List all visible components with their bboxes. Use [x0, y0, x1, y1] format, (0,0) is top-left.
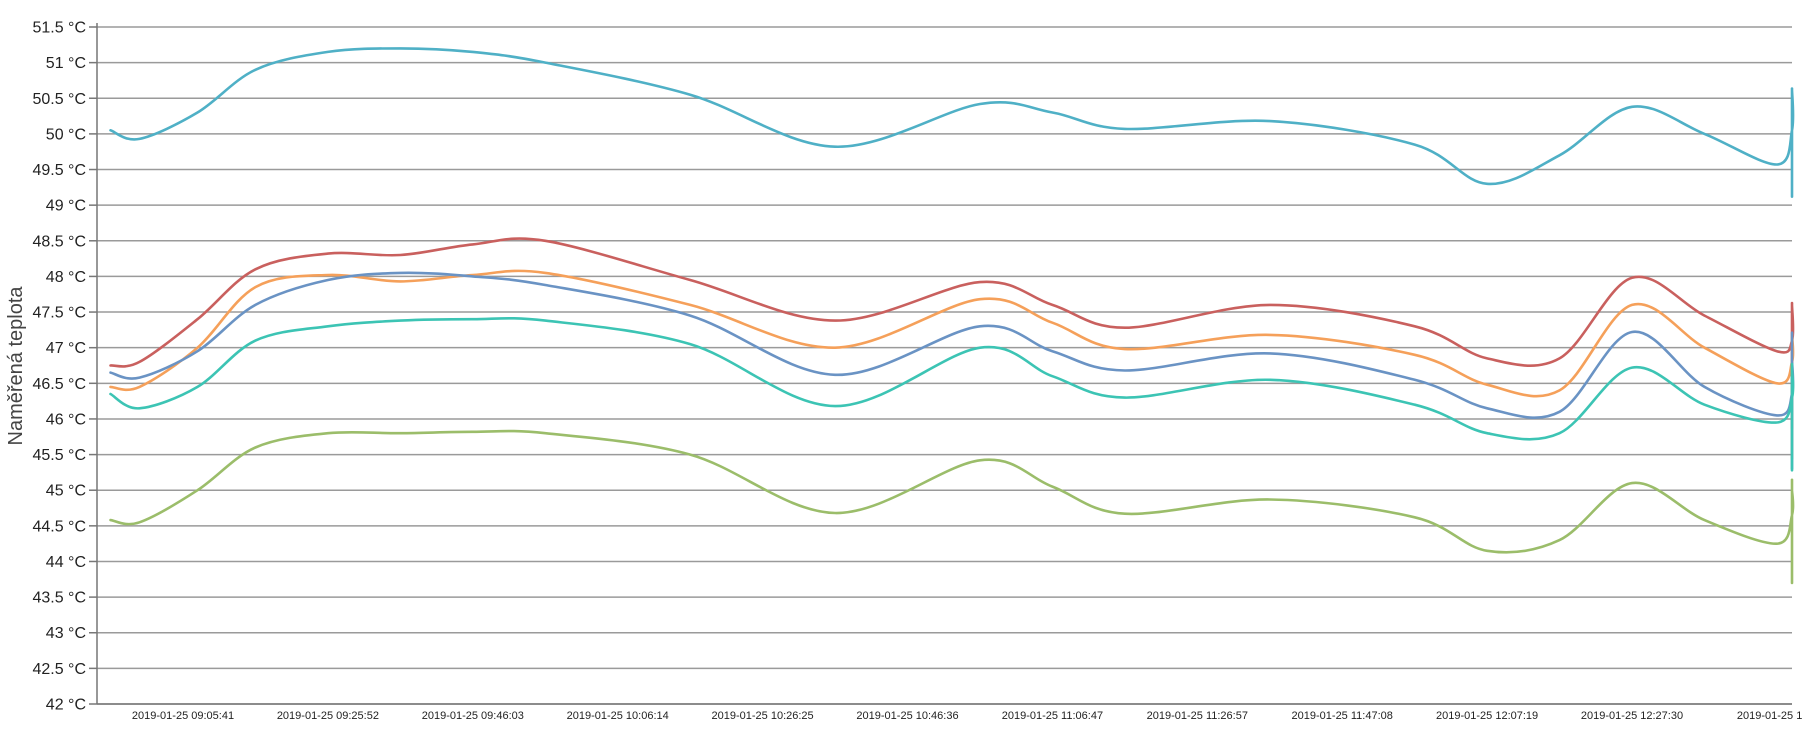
y-tick-label: 42.5 °C: [32, 661, 86, 678]
y-tick-label: 49 °C: [46, 198, 86, 215]
series-line-1: [109, 47, 1795, 198]
y-axis-label: Naměřená teplota: [5, 286, 27, 446]
series-line-4: [109, 271, 1795, 471]
y-tick-label: 45 °C: [46, 483, 86, 500]
grid-lines: [89, 26, 1792, 705]
y-tick-label: 48 °C: [46, 269, 86, 286]
y-tick-label: 44.5 °C: [32, 518, 86, 535]
y-tick-label: 45.5 °C: [32, 447, 86, 464]
x-tick-label: 2019-01-25 09:25:52: [277, 710, 379, 722]
x-tick-label: 2019-01-25 10:46:36: [856, 710, 958, 722]
x-tick-label: 2019-01-25 10:06:14: [567, 710, 669, 722]
x-tick-label: 2019-01-25 12:4: [1737, 710, 1802, 722]
series-lines: [109, 47, 1795, 585]
y-tick-label: 50.5 °C: [32, 91, 86, 108]
series-line-2: [109, 237, 1795, 430]
y-tick-label: 46 °C: [46, 411, 86, 428]
series-line-5: [109, 316, 1795, 472]
y-tick-labels: 42 °C 42.5 °C 43 °C 43.5 °C 44 °C 44.5 °C 45 °…: [32, 20, 86, 714]
y-tick-label: 46.5 °C: [32, 376, 86, 393]
x-tick-label: 2019-01-25 12:27:30: [1581, 710, 1683, 722]
y-tick-label: 47 °C: [46, 340, 86, 357]
x-tick-label: 2019-01-25 11:47:08: [1292, 710, 1393, 722]
y-tick-label: 44 °C: [46, 554, 86, 571]
x-tick-label: 2019-01-25 12:07:19: [1436, 710, 1538, 722]
x-tick-label: 2019-01-25 09:46:03: [422, 710, 524, 722]
x-tick-label: 2019-01-25 11:06:47: [1002, 710, 1103, 722]
x-tick-label: 2019-01-25 09:05:41: [132, 710, 234, 722]
y-tick-label: 43 °C: [46, 625, 86, 642]
y-tick-label: 51 °C: [46, 55, 86, 72]
y-tick-label: 50 °C: [46, 126, 86, 143]
axes: [96, 23, 1792, 705]
y-tick-label: 43.5 °C: [32, 590, 86, 607]
x-tick-label: 2019-01-25 11:26:57: [1147, 710, 1248, 722]
x-tick-labels: 2019-01-25 09:05:41 2019-01-25 09:25:52 20…: [132, 710, 1802, 722]
y-tick-label: 48.5 °C: [32, 233, 86, 250]
y-tick-label: 47.5 °C: [32, 305, 86, 322]
y-tick-label: 51.5 °C: [32, 20, 86, 37]
x-tick-label: 2019-01-25 10:26:25: [712, 710, 814, 722]
series-line-6: [109, 429, 1795, 585]
y-tick-label: 42 °C: [46, 697, 86, 714]
y-tick-label: 49.5 °C: [32, 162, 86, 179]
